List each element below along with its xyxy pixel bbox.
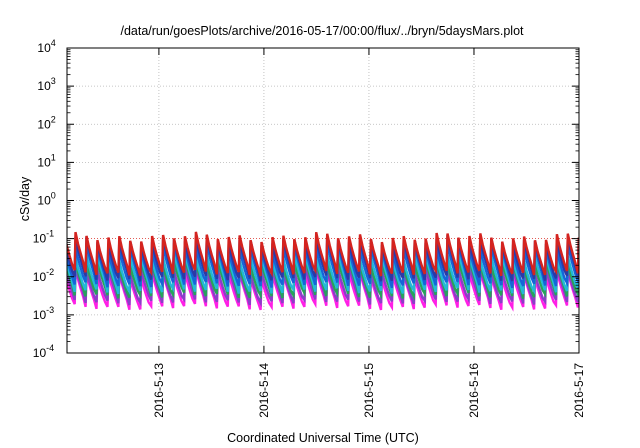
y-tick-label: 101 <box>37 152 55 169</box>
y-tick-label: 10-1 <box>33 229 54 246</box>
x-tick-labels: 2016-5-13 2016-5-14 2016-5-15 2016-5-16 2016… <box>152 363 586 418</box>
y-tick-labels: 10-4 10-3 10-2 10-1 100 101 102 103 104 <box>33 38 56 360</box>
x-tick-label: 2016-5-17 <box>572 363 586 418</box>
y-tick-label: 10-4 <box>33 343 54 360</box>
x-tick-label: 2016-5-15 <box>362 363 376 418</box>
y-tick-label: 104 <box>37 38 55 55</box>
y-tick-label: 10-2 <box>33 267 54 284</box>
plot-border <box>66 47 580 354</box>
y-tick-label: 100 <box>37 191 55 208</box>
series-clip <box>67 231 579 312</box>
x-axis-label: Coordinated Universal Time (UTC) <box>227 431 419 445</box>
y-tick-label: 103 <box>37 76 55 93</box>
x-tick-label: 2016-5-13 <box>152 363 166 418</box>
y-tick-label: 10-3 <box>33 305 54 322</box>
y-tick-label: 102 <box>37 114 55 131</box>
chart-title: /data/run/goesPlots/archive/2016-05-17/0… <box>120 24 524 38</box>
series-line <box>67 231 579 278</box>
series-group <box>67 231 579 312</box>
x-tick-label: 2016-5-14 <box>257 363 271 418</box>
plot-frame <box>66 47 580 354</box>
y-axis-label: cSv/day <box>18 176 32 221</box>
x-tick-label: 2016-5-16 <box>467 363 481 418</box>
